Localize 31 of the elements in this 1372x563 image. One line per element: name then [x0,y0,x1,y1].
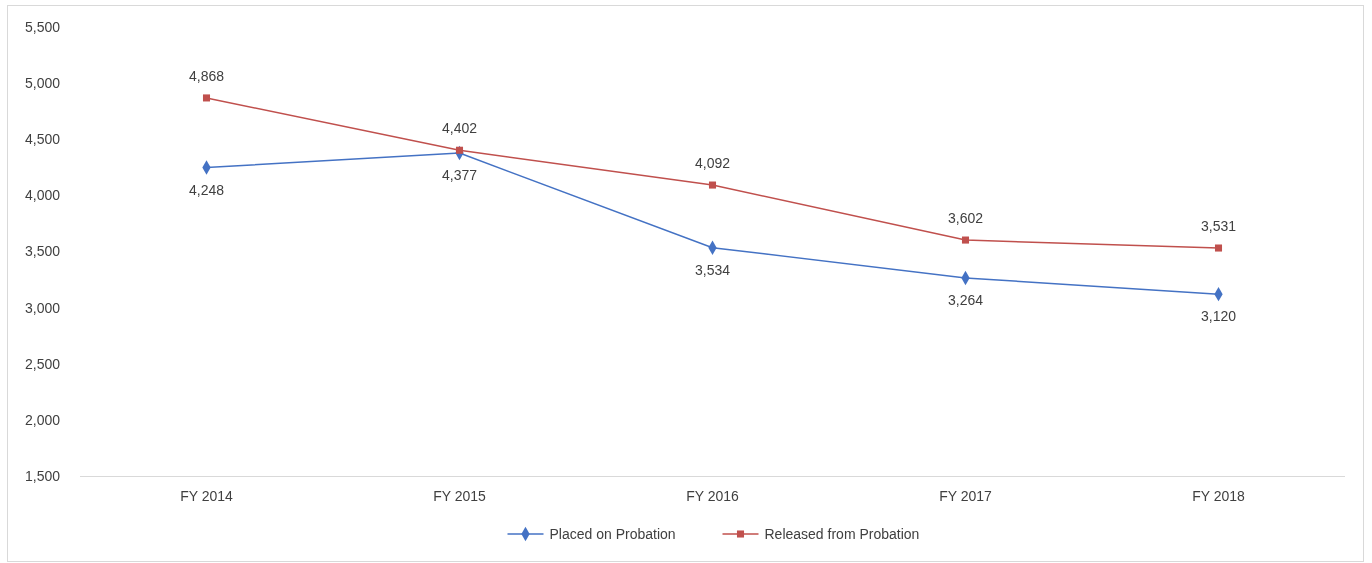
y-tick-label: 2,000 [24,411,61,428]
point [961,236,970,244]
x-tick-label: FY 2017 [939,488,993,504]
data-label: 3,264 [947,291,984,308]
data-label: 4,377 [441,167,478,184]
point [1214,244,1223,252]
point [202,94,211,102]
y-tick-label: 5,000 [24,75,61,92]
x-tick-label: FY 2014 [180,488,234,504]
y-tick-label: 3,500 [24,243,61,260]
y-tick-label: 4,500 [24,131,61,148]
y-tick-label: 1,500 [24,467,61,484]
point [455,146,464,154]
data-label: 4,092 [694,155,731,172]
data-label: 3,602 [947,210,984,227]
data-label: 3,120 [1200,308,1237,325]
y-tick-label: 3,000 [24,299,61,316]
data-label: 4,248 [188,181,225,198]
y-tick-label: 4,000 [24,187,61,204]
y-tick-label: 2,500 [24,355,61,372]
x-tick-label: FY 2015 [433,488,487,504]
data-label: 4,402 [441,120,478,137]
data-label: 3,531 [1200,218,1237,235]
data-label: 3,534 [694,261,731,278]
x-tick-label: FY 2018 [1192,488,1246,504]
legend-label: Released from Probation [764,525,920,542]
x-tick-label: FY 2016 [686,488,740,504]
legend-label: Placed on Probation [549,525,676,542]
point [708,181,717,189]
y-tick-label: 5,500 [24,18,61,35]
data-label: 4,868 [188,67,225,84]
